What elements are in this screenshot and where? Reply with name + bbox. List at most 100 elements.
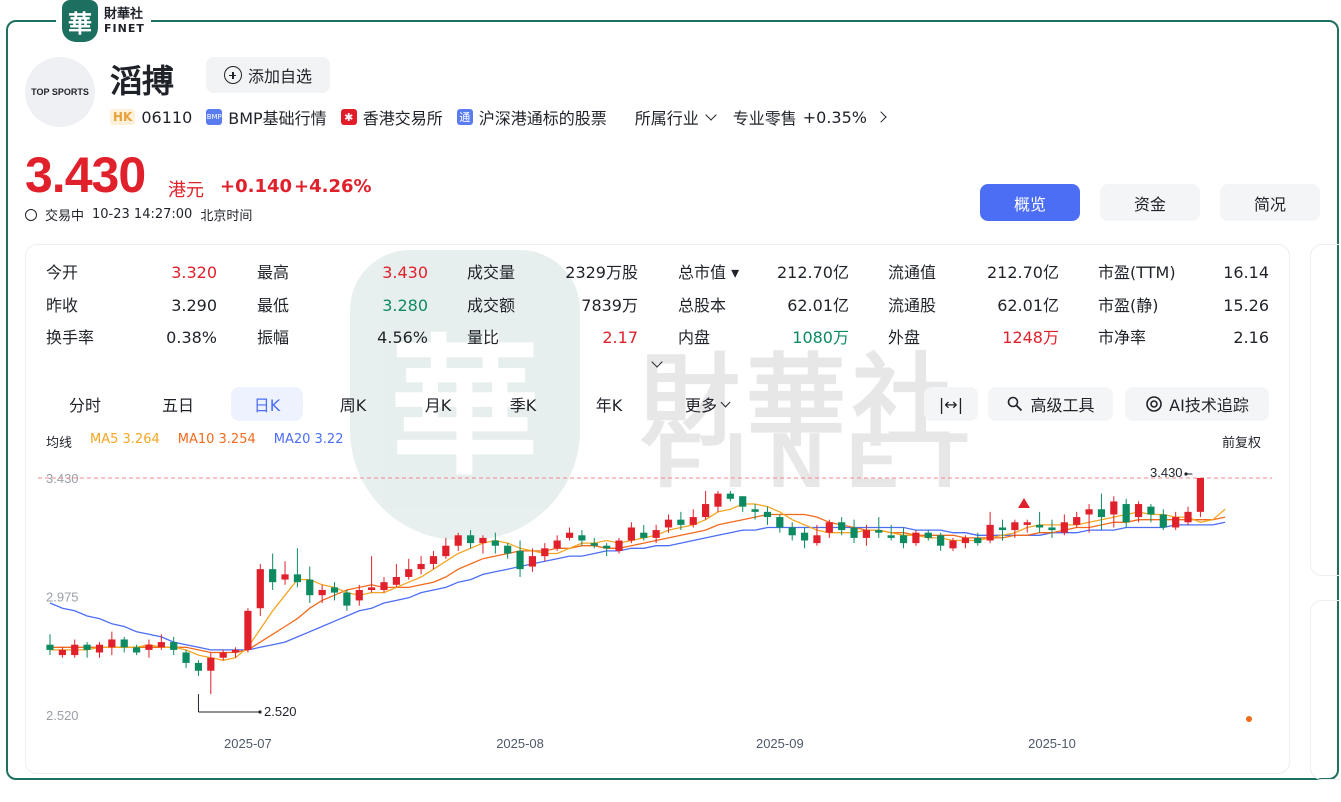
stat-value: 3.320 [171, 263, 217, 282]
y-tick-label: 2.975 [46, 590, 79, 605]
stat-value: 15.26 [1223, 296, 1269, 315]
candle-body [838, 522, 846, 531]
period-tab-label: 日K [253, 396, 281, 415]
advanced-tools-button[interactable]: 高级工具 [988, 387, 1113, 421]
plus-circle-icon [223, 66, 242, 84]
candle-body [875, 530, 883, 533]
candle-body [1147, 506, 1155, 515]
stat-label[interactable]: 总市值 ▾ [678, 263, 740, 282]
candle-body [726, 493, 734, 499]
candle-body [392, 576, 400, 585]
tab-capital[interactable]: 资金 [1100, 184, 1200, 221]
ma5-legend: MA5 3.264 [90, 432, 160, 447]
candle-body [1196, 478, 1205, 512]
stat-label: 外盘 [888, 328, 921, 347]
candle-body [751, 509, 759, 512]
stat-value: 62.01亿 [997, 296, 1059, 315]
candle-body [1048, 527, 1056, 531]
candle-body [368, 587, 376, 590]
candle-body [343, 592, 351, 606]
candle-body [813, 535, 821, 544]
ai-radar-icon [1146, 396, 1162, 412]
tab-profile[interactable]: 简况 [1220, 184, 1320, 221]
candle-body [528, 556, 537, 567]
stock-code-value: 06110 [141, 107, 193, 127]
candle-body [652, 530, 660, 538]
industry-change: +0.35% [802, 107, 867, 127]
period-tab[interactable]: 月K [405, 387, 471, 421]
candle-body [1184, 511, 1192, 523]
period-tab[interactable]: 季K [490, 387, 556, 421]
candle-body [306, 579, 314, 596]
exchange-link[interactable]: ✱ 香港交易所 [340, 105, 443, 129]
hk-market-tag: HK [110, 109, 136, 125]
candle-body [1172, 517, 1180, 528]
period-tab[interactable]: 分时 [52, 387, 118, 421]
candle-body [170, 642, 178, 650]
stat-label: 市盈(静) [1098, 296, 1159, 315]
stat-value: 62.01亿 [787, 296, 849, 315]
candle-body [862, 530, 871, 538]
stat-value: 4.56% [377, 328, 428, 347]
bmp-quote-link[interactable]: BMP BMP基础行情 [206, 105, 327, 129]
high-label: 3.430 [1150, 465, 1183, 480]
candle-body [553, 540, 561, 549]
stat-label: 市净率 [1098, 328, 1147, 347]
period-tab-label: 年K [595, 396, 623, 415]
brand-text: 財華社 FINET [104, 8, 145, 34]
candle-body [380, 582, 388, 590]
period-tab[interactable]: 周K [320, 387, 386, 421]
industry-link[interactable]: 专业零售 +0.35% [733, 105, 887, 129]
stock-code: HK 06110 [110, 108, 192, 127]
add-watchlist-button[interactable]: 添加自选 [206, 57, 330, 93]
x-tick-label: 2025-08 [496, 736, 544, 751]
candle-body [330, 587, 339, 593]
period-tab-label: 五日 [161, 396, 194, 415]
candle-body [108, 639, 116, 648]
event-dot[interactable] [1246, 716, 1252, 722]
candle-body [702, 504, 710, 518]
finet-brand[interactable]: 華 財華社 FINET [56, 0, 151, 42]
signal-marker[interactable] [1018, 498, 1030, 508]
candle-body [627, 527, 635, 541]
stat-label: 今开 [46, 263, 79, 282]
brand-name-en: FINET [104, 22, 145, 35]
candle-body [318, 589, 326, 596]
candle-body [974, 537, 982, 544]
stat-value: 7839万 [581, 296, 638, 315]
price-change: +0.140 [220, 176, 293, 197]
candle-body [949, 540, 957, 549]
period-tab-label: 更多 [684, 396, 717, 415]
candle-body [442, 545, 450, 557]
period-tab[interactable]: 日K [231, 387, 303, 421]
candle-body [590, 543, 598, 546]
add-watchlist-label: 添加自选 [247, 67, 312, 86]
candle-body [763, 511, 772, 518]
candle-body [689, 517, 697, 525]
connect-link[interactable]: 通 沪深港通标的股票 [456, 105, 607, 129]
period-tab[interactable]: 年K [576, 387, 642, 421]
candle-body [405, 569, 413, 577]
candle-body [714, 493, 722, 507]
x-tick-label: 2025-09 [756, 736, 804, 751]
period-tab[interactable]: 五日 [145, 387, 211, 421]
stat-label: 成交额 [467, 296, 516, 315]
industry-dropdown[interactable]: 所属行业 [635, 105, 717, 129]
stat-value: 0.38% [166, 328, 217, 347]
stat-value: 212.70亿 [987, 263, 1059, 282]
candle-body [640, 532, 648, 538]
candle-body [219, 652, 227, 658]
candle-body [800, 532, 809, 541]
ai-technical-button[interactable]: AI技术追踪 [1125, 387, 1269, 421]
stat-value: 3.280 [382, 296, 428, 315]
x-tick-label: 2025-10 [1028, 736, 1076, 751]
tab-overview[interactable]: 概览 [980, 184, 1080, 221]
range-select-button[interactable]: |↔| [924, 387, 978, 421]
stat-label: 市盈(TTM) [1098, 263, 1176, 282]
adjust-mode[interactable]: 前复权 [1222, 436, 1262, 451]
candle-body [1011, 522, 1019, 531]
period-tab[interactable]: 更多 [664, 387, 750, 421]
connect-icon: 通 [456, 109, 473, 125]
connect-label: 沪深港通标的股票 [478, 109, 607, 128]
